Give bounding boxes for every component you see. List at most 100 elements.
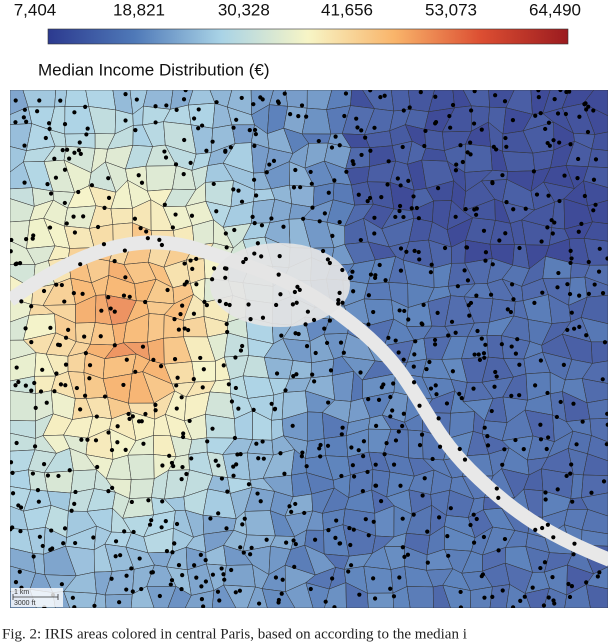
poi-dot	[76, 148, 82, 153]
poi-dot	[390, 408, 395, 413]
poi-dot	[556, 270, 561, 276]
poi-dot	[596, 269, 602, 274]
poi-dot	[551, 535, 556, 540]
district	[581, 529, 608, 547]
poi-dot	[10, 460, 14, 465]
poi-dot	[563, 111, 569, 117]
poi-dot	[224, 245, 229, 250]
poi-dot	[567, 594, 573, 600]
poi-dot	[417, 403, 422, 408]
poi-dot	[13, 98, 18, 103]
poi-dot	[72, 501, 77, 506]
district	[582, 453, 608, 476]
poi-dot	[48, 191, 54, 196]
district	[581, 474, 608, 499]
poi-dot	[295, 284, 300, 289]
poi-dot	[536, 94, 541, 100]
poi-dot	[417, 443, 423, 448]
poi-dot	[282, 91, 287, 96]
poi-dot	[204, 302, 209, 308]
poi-dot	[40, 543, 45, 549]
poi-dot	[69, 508, 74, 513]
poi-dot	[221, 572, 226, 577]
poi-dot	[291, 185, 297, 190]
poi-dot	[164, 548, 170, 554]
poi-dot	[356, 448, 361, 453]
poi-dot	[591, 177, 597, 182]
poi-dot	[350, 159, 355, 164]
poi-dot	[468, 140, 473, 145]
poi-dot	[468, 152, 473, 157]
poi-dot	[391, 594, 397, 599]
poi-dot	[153, 402, 158, 408]
poi-dot	[483, 342, 488, 347]
poi-dot	[536, 90, 541, 93]
poi-dot	[74, 385, 79, 391]
poi-dot	[579, 221, 584, 227]
poi-dot	[186, 327, 191, 333]
poi-dot	[136, 173, 141, 178]
district	[182, 316, 208, 338]
poi-dot	[58, 382, 64, 387]
poi-dot	[502, 99, 508, 104]
poi-dot	[248, 552, 253, 557]
poi-dot	[420, 493, 425, 498]
poi-dot	[179, 477, 184, 482]
poi-dot	[371, 576, 376, 581]
poi-dot	[163, 519, 168, 524]
poi-dot	[458, 605, 464, 608]
poi-dot	[508, 309, 513, 315]
poi-dot	[53, 175, 59, 180]
poi-dot	[341, 350, 346, 355]
poi-dot	[18, 529, 23, 534]
poi-dot	[493, 369, 498, 375]
poi-dot	[458, 143, 463, 148]
poi-dot	[234, 117, 239, 122]
poi-dot	[546, 595, 551, 600]
poi-dot	[163, 155, 169, 160]
poi-dot	[149, 518, 154, 523]
district	[367, 592, 394, 608]
poi-dot	[595, 574, 600, 579]
poi-dot	[198, 355, 203, 361]
poi-dot	[393, 438, 399, 443]
poi-dot	[278, 292, 283, 297]
poi-dot	[29, 340, 34, 345]
poi-dot	[189, 456, 194, 461]
poi-dot	[325, 257, 330, 262]
poi-dot	[174, 107, 179, 113]
poi-dot	[226, 382, 231, 387]
poi-dot	[10, 237, 14, 243]
poi-dot	[317, 446, 322, 451]
poi-dot	[310, 372, 315, 377]
poi-dot	[141, 441, 146, 446]
poi-dot	[229, 567, 234, 573]
poi-dot	[243, 256, 248, 262]
poi-dot	[417, 257, 422, 262]
poi-dot	[388, 414, 393, 419]
poi-dot	[511, 297, 516, 302]
poi-dot	[454, 162, 459, 167]
poi-dot	[317, 219, 322, 224]
poi-dot	[377, 262, 382, 268]
poi-dot	[566, 581, 571, 587]
poi-dot	[223, 301, 229, 307]
poi-dot	[153, 408, 158, 413]
poi-dot	[219, 566, 224, 571]
poi-dot	[576, 229, 581, 234]
poi-dot	[450, 102, 456, 108]
poi-dot	[121, 382, 126, 388]
poi-dot	[564, 473, 569, 479]
district	[470, 586, 493, 608]
poi-dot	[47, 126, 52, 131]
poi-dot	[482, 595, 487, 600]
poi-dot	[602, 340, 608, 345]
poi-dot	[102, 205, 107, 210]
poi-dot	[180, 464, 185, 470]
poi-dot	[401, 214, 406, 220]
poi-dot	[449, 319, 455, 324]
poi-dot	[510, 605, 516, 608]
district	[486, 335, 504, 359]
poi-dot	[63, 383, 68, 388]
district	[590, 341, 608, 364]
